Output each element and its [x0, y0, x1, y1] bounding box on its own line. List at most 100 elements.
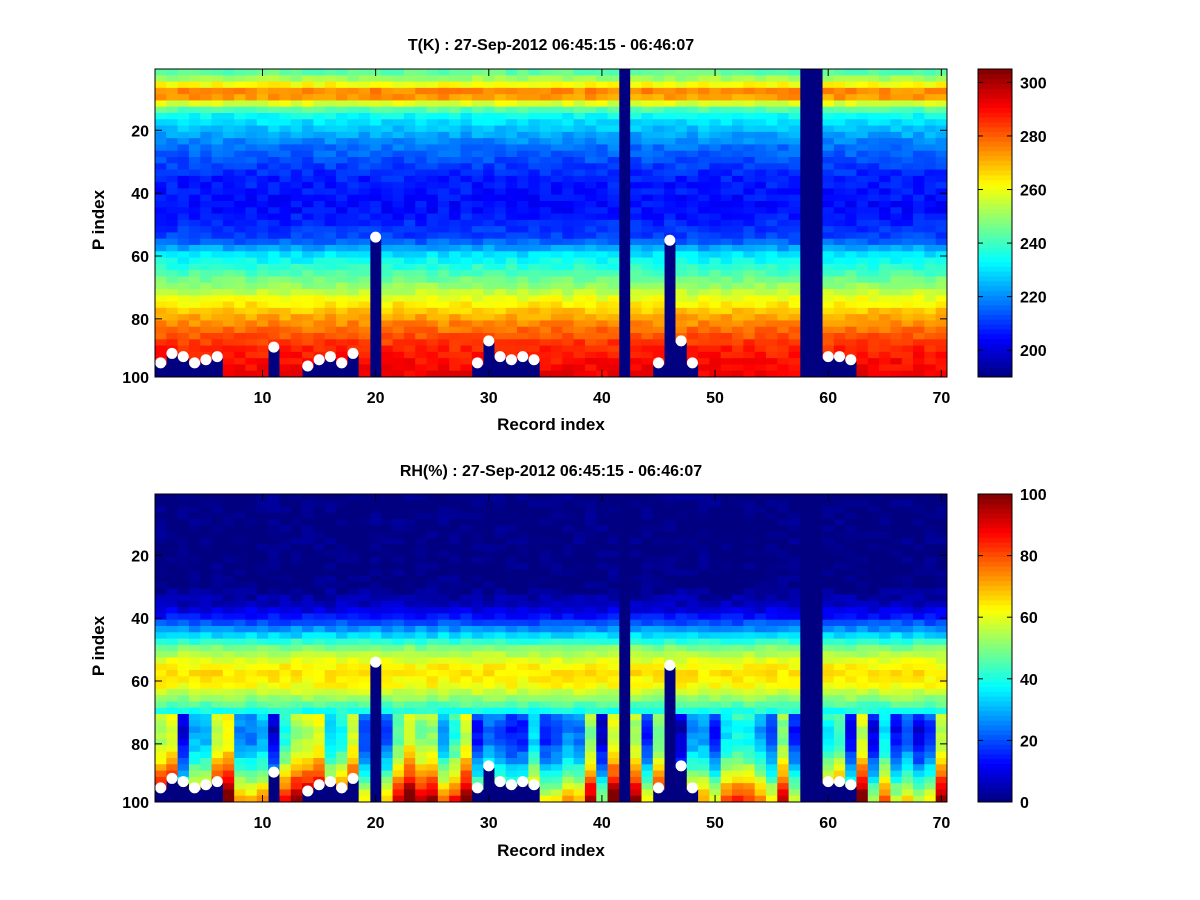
heatmap-cell: [427, 176, 439, 183]
heatmap-cell: [709, 346, 721, 353]
heatmap-cell: [721, 163, 733, 170]
colorbar-segment: [978, 305, 1012, 310]
heatmap-cell: [460, 157, 472, 164]
heatmap-cell: [325, 113, 337, 120]
heatmap-cell: [732, 163, 744, 170]
heatmap-cell: [302, 494, 314, 501]
heatmap-cell: [596, 251, 608, 258]
heatmap-cell: [506, 695, 518, 702]
heatmap-cell: [393, 727, 405, 734]
heatmap-cell: [381, 327, 393, 334]
heatmap-column: [268, 69, 280, 349]
heatmap-cell: [483, 308, 495, 315]
heatmap-cell: [902, 94, 914, 101]
heatmap-cell: [743, 232, 755, 239]
heatmap-cell: [359, 538, 371, 545]
heatmap-cell: [370, 645, 382, 652]
heatmap-cell: [845, 132, 857, 139]
heatmap-cell: [370, 557, 382, 564]
heatmap-cell: [313, 569, 325, 576]
heatmap-cell: [766, 126, 778, 133]
heatmap-cell: [325, 595, 337, 602]
heatmap-cell: [540, 69, 552, 76]
heatmap-cell: [393, 201, 405, 208]
heatmap-cell: [223, 576, 235, 583]
heatmap-cell: [246, 302, 258, 309]
heatmap-cell: [834, 207, 846, 214]
heatmap-cell: [291, 157, 303, 164]
heatmap-cell: [279, 745, 291, 752]
colorbar-segment: [978, 247, 1012, 252]
heatmap-cell: [687, 264, 699, 271]
heatmap-cell: [234, 789, 246, 796]
heatmap-cell: [200, 100, 212, 107]
heatmap-cell: [268, 289, 280, 296]
heatmap-cell: [325, 251, 337, 258]
heatmap-cell: [517, 126, 529, 133]
heatmap-cell: [291, 320, 303, 327]
heatmap-cell: [257, 283, 269, 290]
heatmap-cell: [279, 632, 291, 639]
heatmap-cell: [472, 239, 484, 246]
heatmap-cell: [608, 302, 620, 309]
heatmap-cell: [540, 308, 552, 315]
heatmap-cell: [890, 195, 902, 202]
heatmap-cell: [200, 701, 212, 708]
heatmap-cell: [879, 239, 891, 246]
heatmap-cell: [721, 69, 733, 76]
heatmap-cell: [924, 232, 936, 239]
heatmap-cell: [562, 302, 574, 309]
heatmap-cell: [370, 94, 382, 101]
heatmap-cell: [393, 364, 405, 371]
heatmap-cell: [506, 314, 518, 321]
heatmap-cell: [257, 588, 269, 595]
heatmap-cell: [449, 339, 461, 346]
heatmap-cell: [178, 320, 190, 327]
heatmap-cell: [415, 664, 427, 671]
heatmap-cell: [336, 119, 348, 126]
heatmap-cell: [924, 327, 936, 334]
heatmap-cell: [721, 75, 733, 82]
heatmap-column: [890, 69, 902, 377]
heatmap-cell: [834, 163, 846, 170]
heatmap-cell: [506, 525, 518, 532]
heatmap-cell: [200, 144, 212, 151]
heatmap-cell: [393, 525, 405, 532]
heatmap-cell: [449, 557, 461, 564]
heatmap-cell: [279, 201, 291, 208]
heatmap-cell: [347, 270, 359, 277]
heatmap-cell: [291, 188, 303, 195]
heatmap-cell: [777, 251, 789, 258]
heatmap-cell: [709, 151, 721, 158]
heatmap-cell: [675, 207, 687, 214]
heatmap-cell: [506, 764, 518, 771]
heatmap-cell: [393, 601, 405, 608]
heatmap-cell: [404, 201, 416, 208]
heatmap-cell: [506, 100, 518, 107]
heatmap-cell: [687, 276, 699, 283]
heatmap-cell: [200, 626, 212, 633]
heatmap-cell: [483, 519, 495, 526]
heatmap-cell: [427, 69, 439, 76]
heatmap-cell: [189, 201, 201, 208]
heatmap-cell: [449, 151, 461, 158]
heatmap-cell: [924, 126, 936, 133]
heatmap-column: [246, 494, 258, 802]
heatmap-column: [212, 494, 224, 784]
heatmap-cell: [166, 676, 178, 683]
heatmap-cell: [585, 69, 597, 76]
heatmap-cell: [302, 588, 314, 595]
heatmap-cell: [212, 314, 224, 321]
heatmap-cell: [551, 226, 563, 233]
heatmap-cell: [449, 683, 461, 690]
heatmap-column: [732, 69, 744, 377]
heatmap-cell: [868, 346, 880, 353]
heatmap-cell: [483, 601, 495, 608]
heatmap-cell: [732, 126, 744, 133]
heatmap-cell: [460, 276, 472, 283]
heatmap-cell: [189, 320, 201, 327]
heatmap-cell: [155, 289, 167, 296]
heatmap-cell: [166, 258, 178, 265]
heatmap-cell: [427, 796, 439, 803]
surface-marker: [268, 342, 279, 353]
